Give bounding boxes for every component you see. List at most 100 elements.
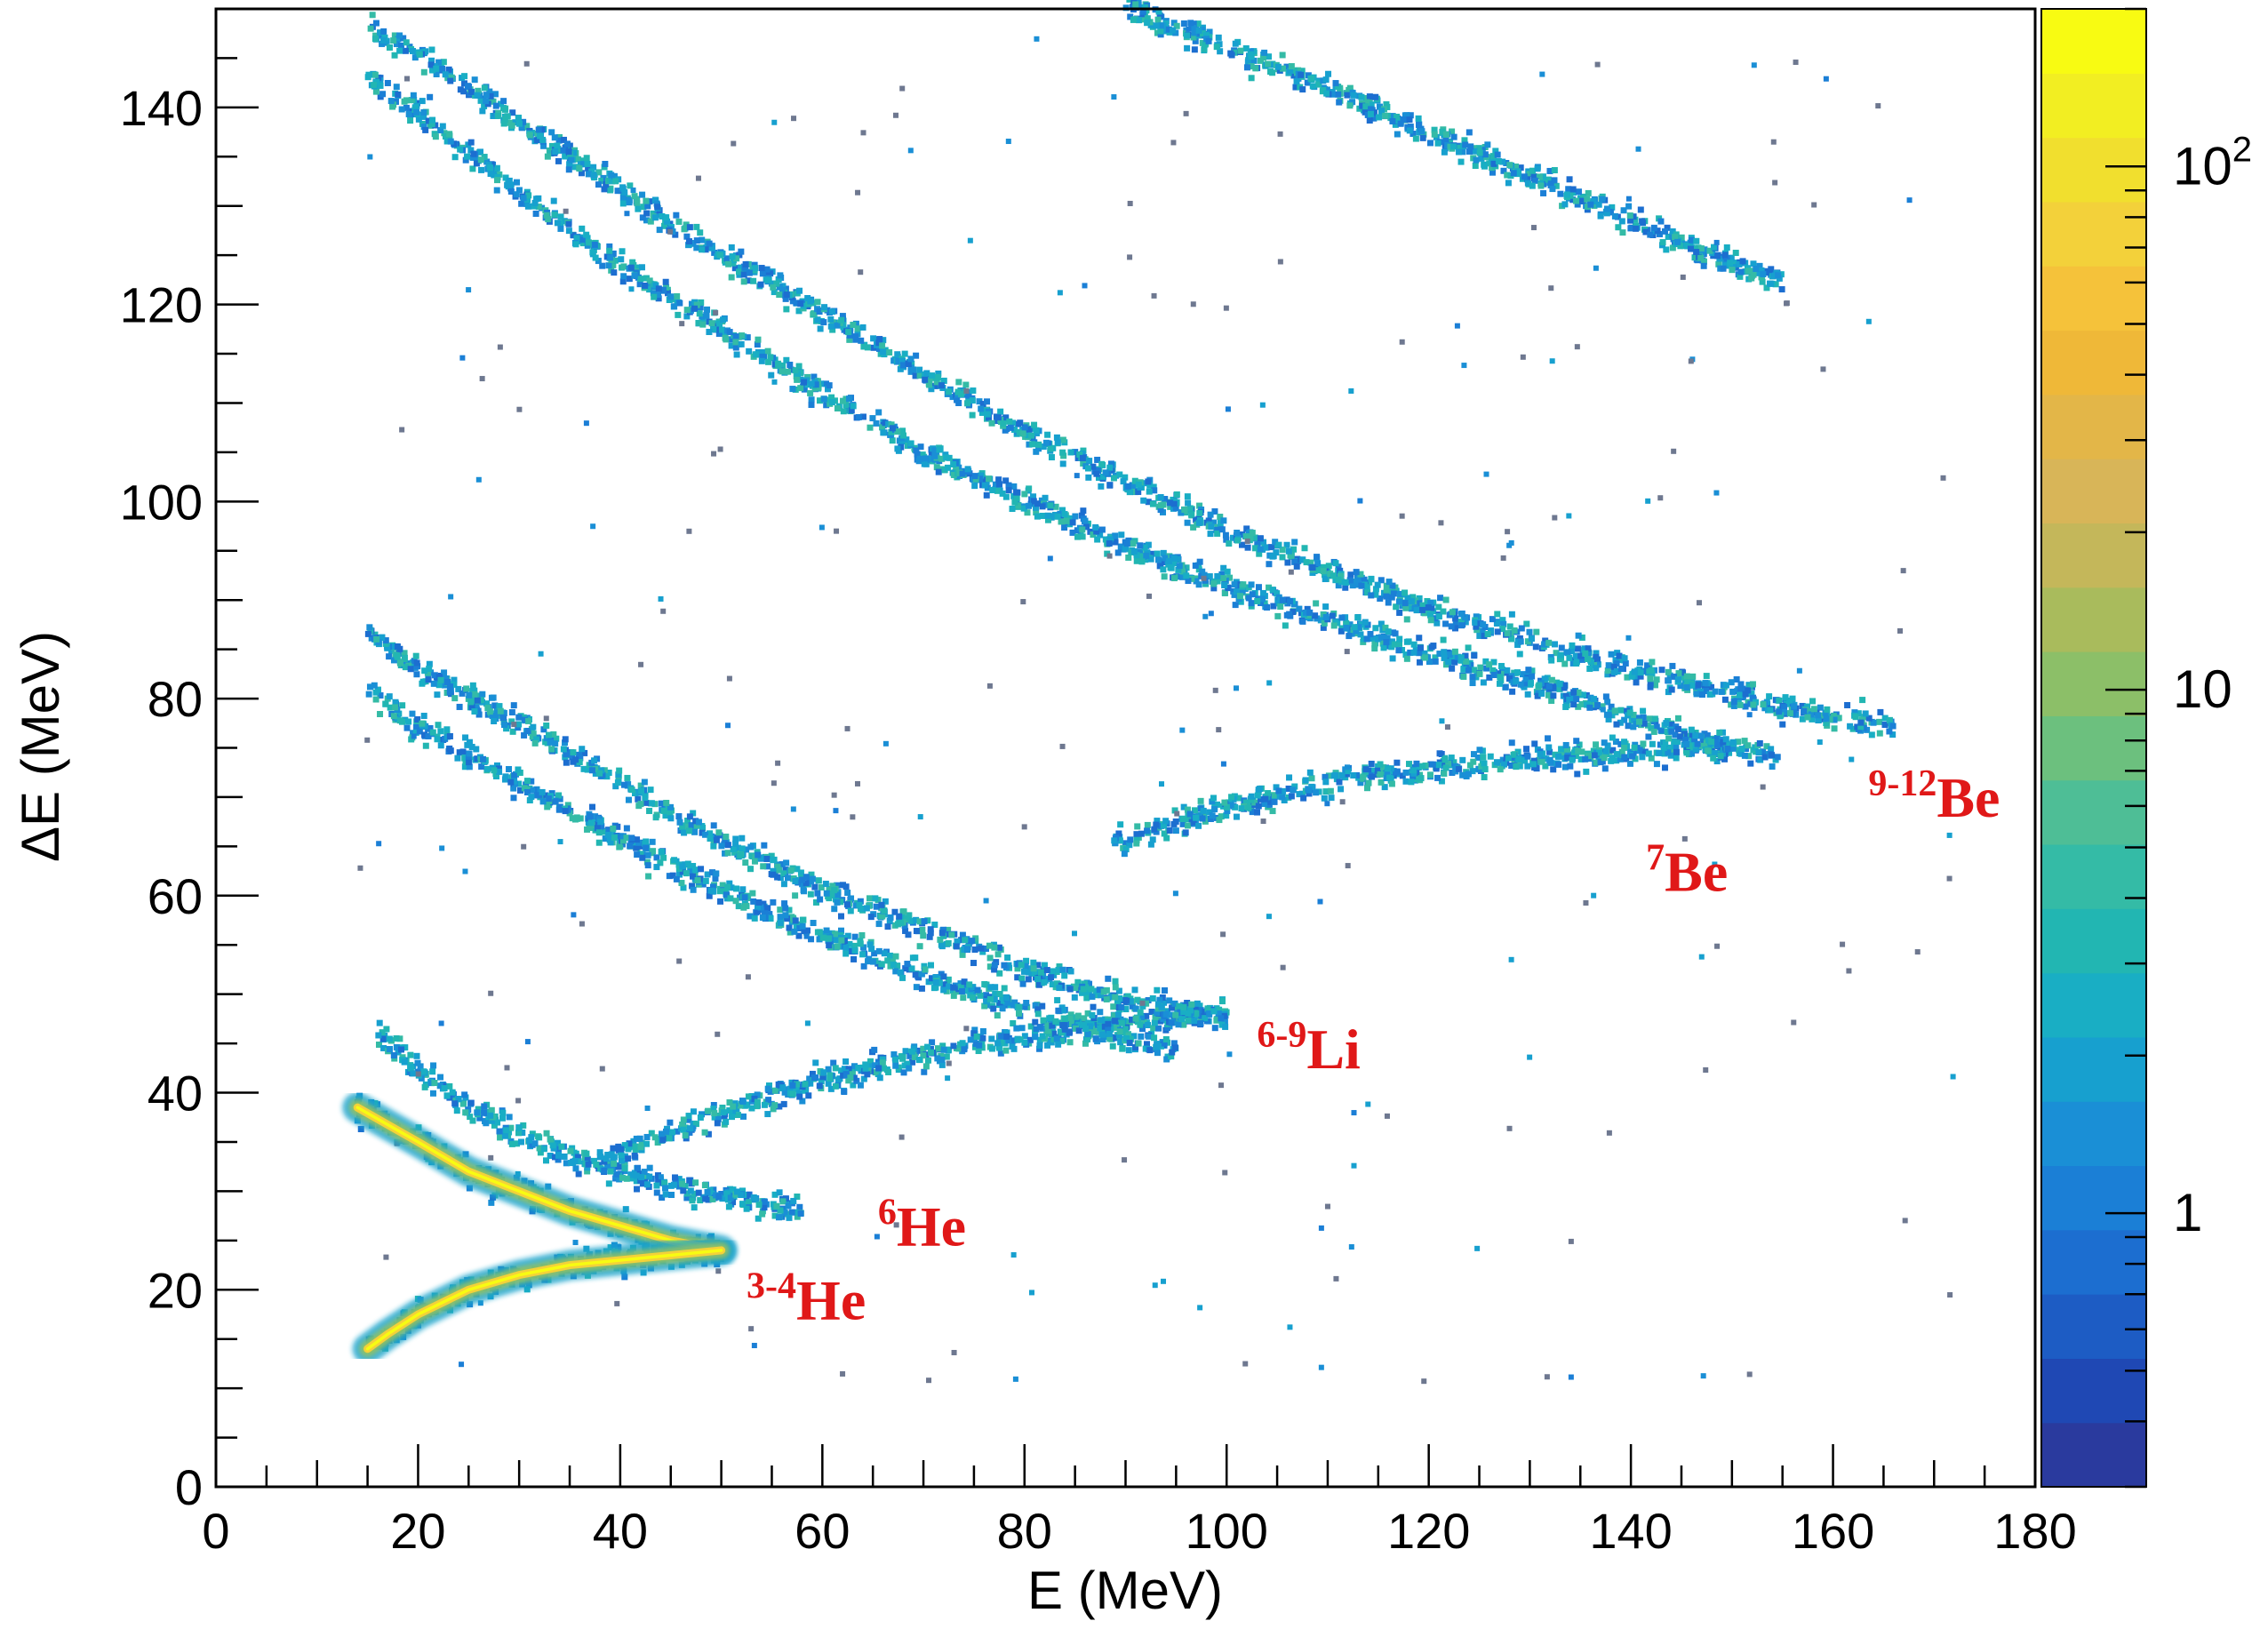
event-point [1332,771,1339,779]
event-point [565,166,572,173]
event-point [429,729,436,736]
event-point [851,942,858,949]
event-point [475,711,483,718]
event-point [770,283,777,291]
event-point [1132,1015,1139,1022]
event-point [571,152,579,159]
event-point [424,669,431,676]
event-point [1424,597,1431,604]
event-point [908,917,915,924]
event-point [659,1194,666,1202]
event-point [623,825,630,832]
event-point [668,1192,675,1199]
event-point [366,624,373,631]
event-point [1052,1018,1059,1025]
event-point [826,895,833,902]
event-point [994,1040,1002,1047]
event-point [1279,547,1286,554]
event-point [1157,1042,1164,1050]
event-point [806,1075,813,1082]
event-point [796,1203,803,1210]
event-point [431,1080,438,1087]
event-point [679,1122,686,1129]
event-point [1126,489,1133,496]
event-point [651,214,659,221]
event-point [435,59,443,66]
event-point [780,881,787,888]
event-point [632,790,639,797]
event-point [462,734,469,741]
event-point [639,854,646,861]
event-point [381,1032,388,1039]
event-point [688,1180,695,1187]
event-point [1457,611,1465,618]
event-point [613,1170,620,1178]
event-point [1537,751,1544,758]
event-point [457,86,464,93]
event-point [1242,799,1250,806]
event-point [1067,968,1074,975]
event-point [653,854,660,861]
event-point [996,990,1003,997]
event-point [490,694,497,701]
event-point [566,810,573,817]
event-point [977,992,984,999]
event-point [866,941,874,948]
event-point [555,1156,562,1163]
event-point [486,88,493,95]
event-point [1180,803,1187,811]
event-point [1602,747,1609,755]
event-point [633,1172,640,1179]
event-point [1032,1018,1039,1026]
event-point [1593,653,1600,660]
event-point [634,836,641,843]
event-point [588,803,595,811]
event-point [1102,469,1109,476]
event-point [1014,965,1021,972]
event-point [832,1082,839,1090]
event-point [1665,677,1673,684]
event-point [695,818,702,826]
event-point [763,855,771,862]
event-point [1777,712,1785,719]
event-point [742,859,749,866]
event-point [1558,746,1565,753]
event-point [1453,620,1460,627]
event-point [447,747,454,755]
event-point [1857,723,1865,731]
event-point [771,1212,779,1219]
event-point [1860,724,1867,731]
event-point [856,1065,863,1072]
event-point [612,178,619,185]
event-point [1192,1003,1199,1010]
event-point [922,1063,930,1070]
event-point [1084,1010,1091,1017]
event-point [872,1069,879,1076]
event-point [840,323,847,331]
event-point [879,1059,886,1066]
event-point [448,74,455,81]
event-point [1224,808,1231,815]
event-point [1596,749,1603,756]
event-point [638,787,645,795]
event-point [564,802,571,809]
event-point [799,922,806,930]
event-point [786,924,793,931]
event-point [958,937,965,944]
event-point [491,767,498,774]
event-point [697,1197,704,1204]
event-point [456,749,463,756]
event-point [1034,976,1042,983]
event-point [1031,421,1038,428]
event-point [1661,764,1668,771]
event-point [548,142,555,149]
event-point [999,994,1006,1002]
event-point [730,260,737,267]
event-point [1262,795,1269,803]
event-point [1010,1019,1017,1026]
event-point [892,968,899,975]
event-point [1823,720,1830,727]
event-point [1393,603,1400,611]
event-point [396,32,403,39]
event-point [403,724,411,731]
